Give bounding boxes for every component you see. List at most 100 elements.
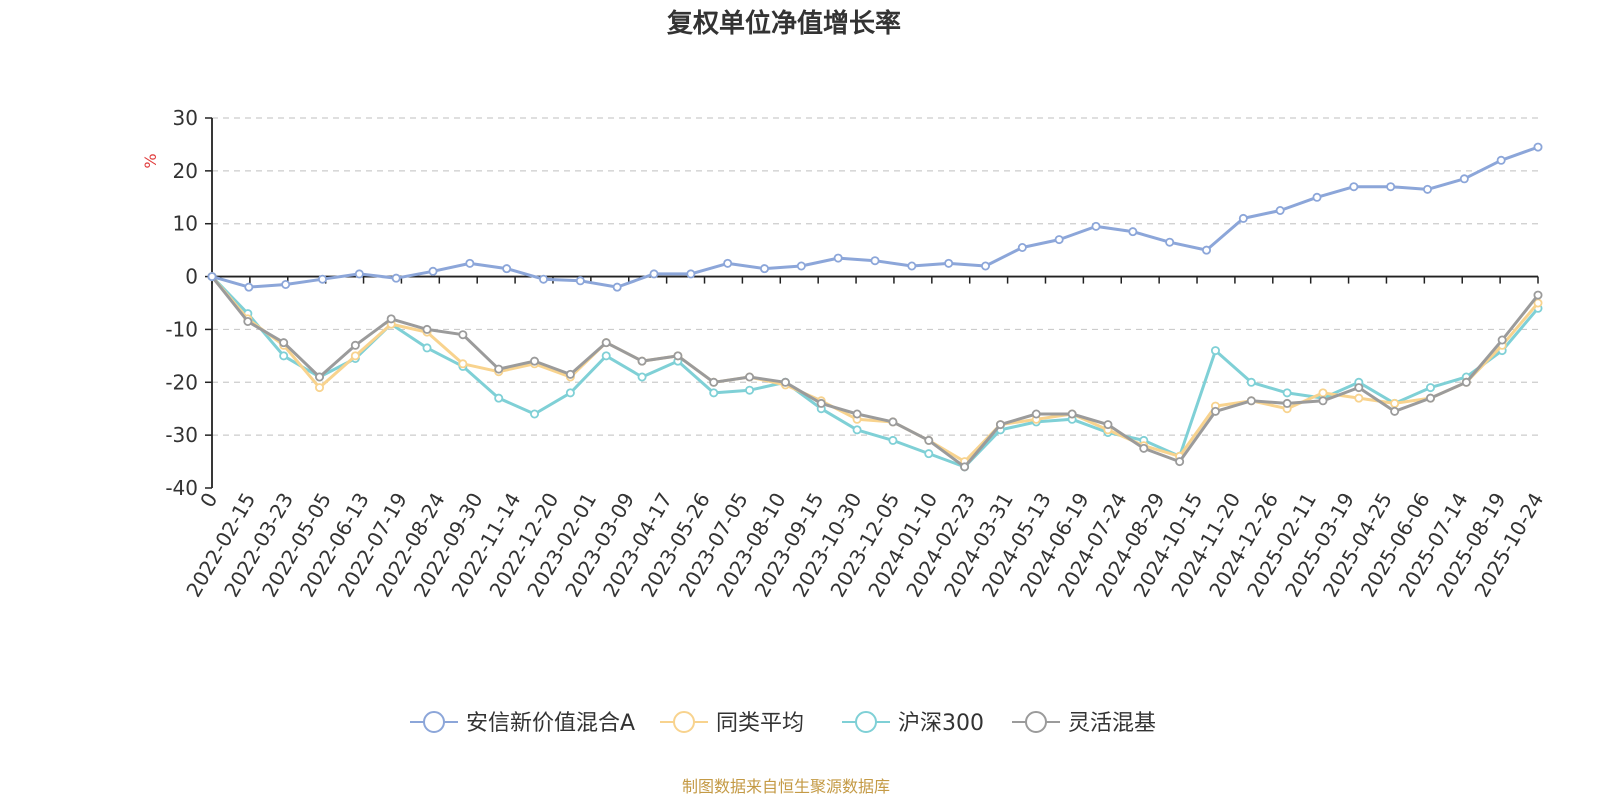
data-point	[1103, 420, 1113, 430]
data-point	[1459, 174, 1469, 184]
y-tick-label: 0	[185, 265, 198, 289]
data-point	[1238, 213, 1248, 223]
data-point	[575, 276, 585, 286]
axes: 3020100-10-20-30-4002022-02-152022-03-23…	[165, 106, 1548, 601]
data-point	[1128, 227, 1138, 237]
data-point	[1210, 346, 1220, 356]
data-point	[1533, 142, 1543, 152]
x-tick-label: 0	[195, 489, 222, 512]
data-point	[1017, 242, 1027, 252]
data-point	[502, 264, 512, 274]
series-line	[210, 275, 1540, 464]
data-point	[565, 369, 575, 379]
data-point	[1031, 409, 1041, 419]
data-point	[1210, 406, 1220, 416]
data-point	[207, 272, 217, 282]
data-point	[279, 338, 289, 348]
data-point	[465, 258, 475, 268]
legend-label: 沪深300	[898, 711, 984, 736]
data-point	[391, 273, 401, 283]
data-point	[888, 417, 898, 427]
data-point	[686, 269, 696, 279]
data-point	[780, 377, 790, 387]
data-point	[1386, 182, 1396, 192]
chart-title: 复权单位净值增长率	[667, 8, 901, 39]
series-line	[210, 275, 1540, 469]
data-point	[637, 356, 647, 366]
data-point	[350, 340, 360, 350]
data-point	[924, 449, 934, 459]
data-point	[1354, 383, 1364, 393]
data-point	[428, 266, 438, 276]
data-point	[1425, 383, 1435, 393]
legend: 安信新价值混合A 同类平均 沪深300 灵活混基	[410, 711, 1156, 736]
data-point	[1246, 396, 1256, 406]
y-axis-label: %	[141, 153, 160, 168]
data-point	[530, 409, 540, 419]
data-point	[601, 338, 611, 348]
legend-marker	[673, 711, 695, 733]
data-point	[1054, 235, 1064, 245]
data-point	[709, 377, 719, 387]
data-point	[745, 385, 755, 395]
y-tick-label: 30	[173, 106, 198, 130]
data-point	[960, 462, 970, 472]
data-point	[1246, 377, 1256, 387]
series-line	[211, 145, 1539, 289]
data-point	[1067, 409, 1077, 419]
data-point	[315, 383, 325, 393]
data-point	[1423, 184, 1433, 194]
data-point	[924, 435, 934, 445]
data-point	[709, 388, 719, 398]
data-point	[494, 364, 504, 374]
data-point	[458, 330, 468, 340]
legend-marker	[855, 711, 877, 733]
data-point	[981, 261, 991, 271]
data-point	[816, 398, 826, 408]
data-point	[870, 256, 880, 266]
data-point	[649, 269, 659, 279]
data-point	[458, 359, 468, 369]
data-point	[422, 343, 432, 353]
data-point	[1461, 377, 1471, 387]
data-point	[1202, 245, 1212, 255]
series-lines	[207, 142, 1543, 472]
data-point	[530, 356, 540, 366]
data-point	[1282, 388, 1292, 398]
data-point	[852, 409, 862, 419]
data-point	[350, 351, 360, 361]
data-point	[1318, 396, 1328, 406]
y-tick-label: -20	[165, 370, 198, 394]
data-point	[673, 351, 683, 361]
data-point	[1496, 155, 1506, 165]
data-point	[243, 316, 253, 326]
data-point	[601, 351, 611, 361]
data-point	[1139, 443, 1149, 453]
series-line	[210, 275, 1540, 469]
data-point	[1390, 406, 1400, 416]
data-point	[833, 253, 843, 263]
data-point	[386, 314, 396, 324]
data-point	[1425, 393, 1435, 403]
legend-marker	[1025, 711, 1047, 733]
data-point	[1091, 221, 1101, 231]
data-point	[796, 261, 806, 271]
data-point	[995, 420, 1005, 430]
data-point	[565, 388, 575, 398]
data-point	[907, 261, 917, 271]
source-note: 制图数据来自恒生聚源数据库	[682, 777, 890, 796]
legend-marker	[423, 711, 445, 733]
data-point	[1312, 192, 1322, 202]
data-point	[1175, 457, 1185, 467]
data-point	[1354, 393, 1364, 403]
legend-label: 同类平均	[716, 711, 804, 736]
data-point	[279, 351, 289, 361]
legend-label: 安信新价值混合A	[466, 711, 635, 736]
data-point	[317, 274, 327, 284]
data-point	[888, 435, 898, 445]
y-tick-label: 10	[173, 212, 198, 236]
y-tick-label: -10	[165, 317, 198, 341]
y-tick-label: -30	[165, 423, 198, 447]
data-point	[354, 269, 364, 279]
